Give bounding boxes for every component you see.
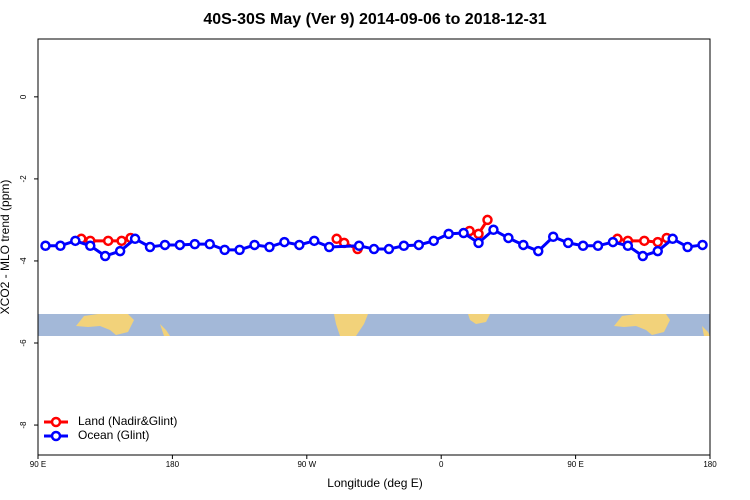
data-point bbox=[144, 241, 156, 253]
data-point bbox=[473, 228, 484, 240]
data-point bbox=[443, 228, 454, 240]
y-tick-label: -2 bbox=[19, 175, 28, 183]
data-point bbox=[264, 241, 275, 253]
x-tick-label: 180 bbox=[166, 460, 180, 469]
data-point bbox=[473, 237, 484, 249]
data-point bbox=[607, 236, 619, 248]
data-point bbox=[488, 224, 499, 236]
map-strip bbox=[38, 314, 710, 336]
data-point bbox=[55, 240, 66, 252]
data-point bbox=[383, 243, 395, 255]
data-point bbox=[697, 239, 708, 251]
x-tick-label: 90 E bbox=[567, 460, 583, 469]
data-point bbox=[323, 241, 335, 253]
data-point bbox=[518, 239, 529, 251]
data-point bbox=[533, 245, 544, 257]
data-point bbox=[70, 235, 81, 247]
data-point bbox=[159, 239, 171, 251]
data-point bbox=[428, 235, 439, 247]
data-point bbox=[249, 239, 260, 251]
data-point bbox=[398, 240, 410, 252]
land-shape bbox=[76, 314, 134, 335]
data-point bbox=[189, 238, 201, 250]
plot-frame bbox=[37, 38, 711, 456]
land-shape bbox=[468, 314, 490, 324]
y-axis-label: XCO2 - MLO trend (ppm) bbox=[0, 180, 12, 315]
data-point bbox=[577, 240, 589, 252]
data-point bbox=[279, 236, 290, 248]
chart-title: 40S-30S May (Ver 9) 2014-09-06 to 2018-1… bbox=[203, 11, 546, 28]
ocean-band bbox=[38, 314, 710, 336]
data-point bbox=[331, 233, 342, 245]
legend-marker bbox=[50, 416, 62, 428]
data-point bbox=[116, 235, 127, 247]
x-tick-label: 0 bbox=[439, 460, 444, 469]
data-point bbox=[99, 250, 111, 262]
data-point bbox=[294, 239, 305, 251]
data-point bbox=[652, 236, 663, 248]
data-point bbox=[368, 243, 380, 255]
data-point bbox=[482, 214, 493, 226]
data-point bbox=[353, 240, 365, 252]
y-tick-label: -4 bbox=[19, 257, 28, 265]
legend-marker bbox=[50, 430, 62, 442]
data-point bbox=[592, 240, 604, 252]
land-shape bbox=[334, 314, 368, 336]
data-point bbox=[234, 244, 245, 256]
data-point bbox=[85, 240, 96, 252]
data-point bbox=[219, 244, 230, 256]
data-point bbox=[413, 239, 425, 251]
data-point bbox=[622, 240, 634, 252]
land-shape bbox=[702, 326, 710, 336]
data-point bbox=[637, 250, 649, 262]
data-point bbox=[639, 235, 650, 247]
data-point bbox=[309, 235, 320, 247]
data-point bbox=[458, 227, 469, 239]
y-tick-label: -6 bbox=[19, 339, 28, 347]
data-point bbox=[102, 235, 114, 247]
data-point bbox=[40, 240, 51, 252]
data-point bbox=[562, 237, 574, 249]
data-point bbox=[204, 238, 215, 250]
land-shape bbox=[614, 314, 670, 335]
data-point bbox=[667, 233, 678, 245]
y-tick-label: 0 bbox=[19, 94, 28, 99]
x-tick-label: 180 bbox=[703, 460, 717, 469]
x-tick-label: 90 E bbox=[30, 460, 46, 469]
data-point bbox=[174, 239, 186, 251]
data-point bbox=[129, 233, 141, 245]
legend-label: Ocean (Glint) bbox=[78, 428, 149, 442]
legend-label: Land (Nadir&Glint) bbox=[78, 414, 177, 428]
data-point bbox=[652, 245, 663, 257]
data-point bbox=[503, 232, 514, 244]
x-tick-label: 90 W bbox=[297, 460, 316, 469]
data-point bbox=[682, 241, 693, 253]
y-tick-label: -8 bbox=[19, 421, 28, 429]
data-point bbox=[114, 245, 126, 257]
land-shape bbox=[160, 324, 170, 336]
x-axis-label: Longitude (deg E) bbox=[327, 476, 422, 490]
data-point bbox=[547, 231, 559, 242]
